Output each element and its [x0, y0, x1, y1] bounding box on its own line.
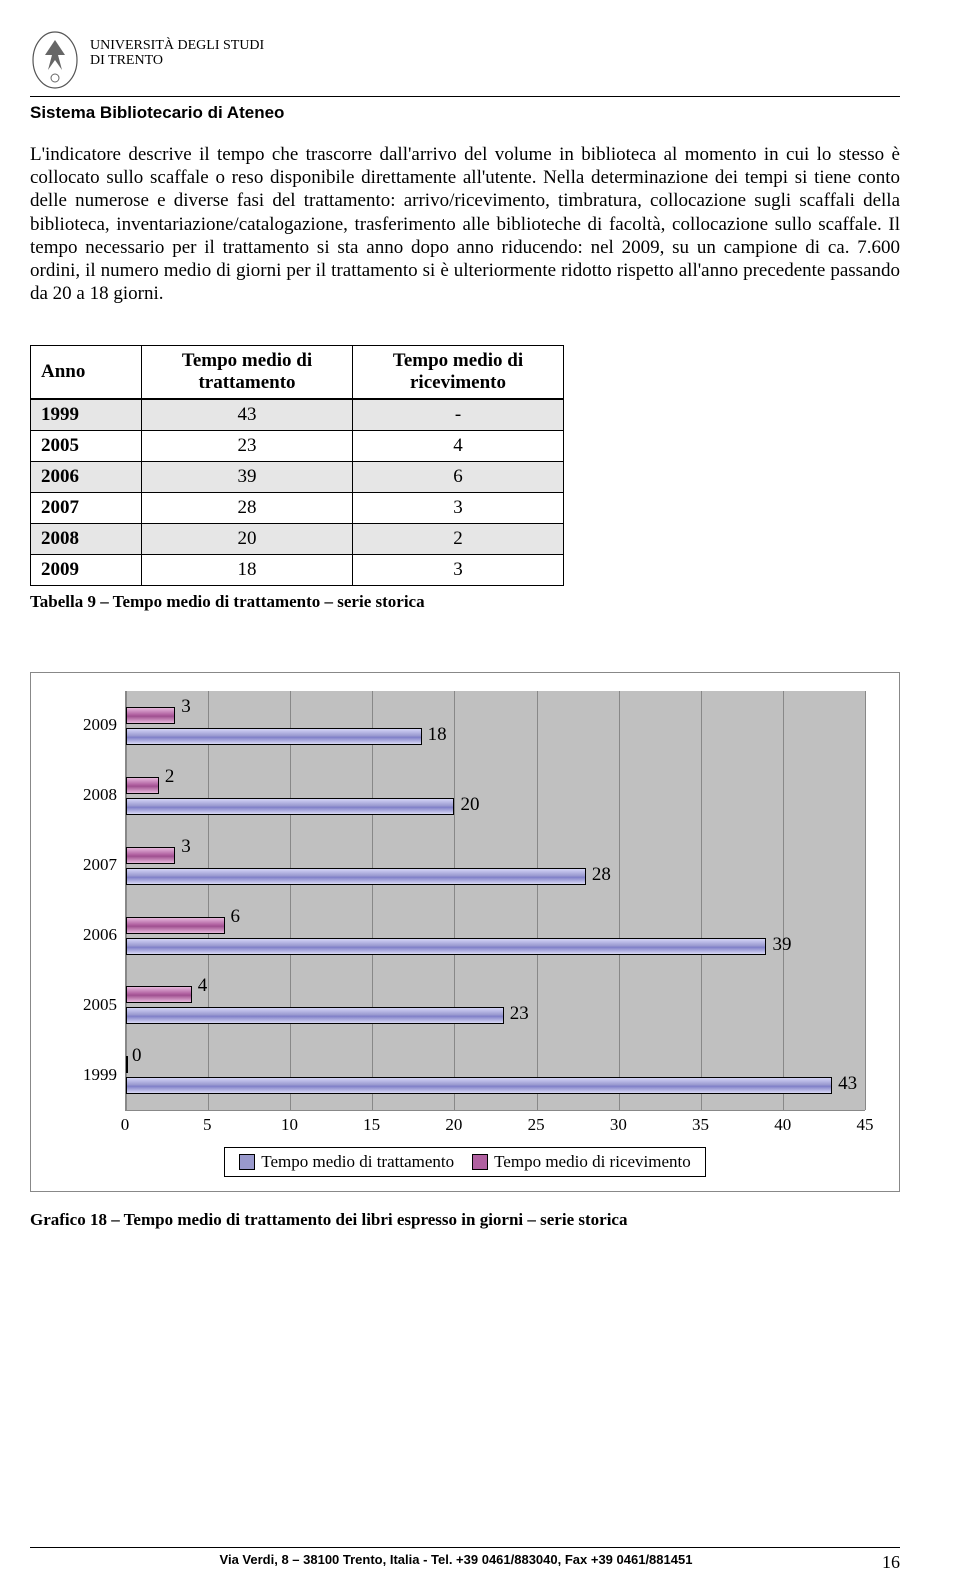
chart-x-tick: 20: [445, 1115, 462, 1135]
chart-bar-label: 6: [231, 906, 241, 928]
table-cell-ricevimento: 6: [353, 462, 564, 493]
university-name-line2: di Trento: [90, 53, 264, 68]
chart-bar-label: 43: [838, 1073, 857, 1095]
page-footer: Via Verdi, 8 – 38100 Trento, Italia - Te…: [30, 1539, 900, 1573]
chart-bar-label: 2: [165, 766, 175, 788]
table-row: 2005234: [31, 431, 564, 462]
legend-swatch-ricevimento: [472, 1154, 488, 1170]
chart-plot-area: 3 18 2 20 3 28 6 39 4 23 0 43: [125, 691, 865, 1111]
legend-item-ricevimento: Tempo medio di ricevimento: [472, 1152, 691, 1172]
table-row: 2008202: [31, 524, 564, 555]
chart-x-tick: 15: [363, 1115, 380, 1135]
chart-bar-ricevimento: [126, 1056, 128, 1073]
table-cell-ricevimento: 3: [353, 493, 564, 524]
chart-bar-ricevimento: [126, 847, 175, 864]
table-cell-trattamento: 18: [142, 555, 353, 586]
table-cell-year: 2005: [31, 431, 142, 462]
chart-bar-trattamento: [126, 798, 454, 815]
university-name-line1: Università degli Studi: [90, 38, 264, 53]
table-header-trattamento: Tempo medio di trattamento: [142, 346, 353, 400]
chart-x-tick: 5: [203, 1115, 212, 1135]
chart-container: 200920082007200620051999 3 18 2 20 3 28 6 39 4 23…: [30, 672, 900, 1192]
chart-bar-trattamento: [126, 938, 766, 955]
table-cell-trattamento: 39: [142, 462, 353, 493]
table-cell-year: 2006: [31, 462, 142, 493]
legend-item-trattamento: Tempo medio di trattamento: [239, 1152, 454, 1172]
chart-bar-label: 28: [592, 864, 611, 886]
chart-bar-ricevimento: [126, 986, 192, 1003]
chart-bar-trattamento: [126, 868, 586, 885]
chart-x-tick: 40: [774, 1115, 791, 1135]
university-logo: [30, 30, 80, 90]
chart-x-tick: 0: [121, 1115, 130, 1135]
table-cell-year: 2008: [31, 524, 142, 555]
table-cell-year: 2009: [31, 555, 142, 586]
table-cell-year: 1999: [31, 399, 142, 431]
table-cell-trattamento: 43: [142, 399, 353, 431]
legend-label-trattamento: Tempo medio di trattamento: [261, 1152, 454, 1172]
table-row: 2007283: [31, 493, 564, 524]
chart-bar-label: 18: [428, 724, 447, 746]
table-cell-trattamento: 20: [142, 524, 353, 555]
table-row: 2006396: [31, 462, 564, 493]
page-header: Università degli Studi di Trento: [30, 30, 900, 90]
chart-x-tick: 10: [281, 1115, 298, 1135]
chart-bar-trattamento: [126, 1007, 504, 1024]
chart-legend: Tempo medio di trattamento Tempo medio d…: [224, 1147, 705, 1177]
chart-x-axis: 051015202530354045: [125, 1111, 865, 1137]
chart-bar-label: 3: [181, 836, 191, 858]
chart-bar-label: 3: [181, 696, 191, 718]
chart-x-tick: 35: [692, 1115, 709, 1135]
table-cell-ricevimento: 2: [353, 524, 564, 555]
page-number: 16: [882, 1552, 900, 1573]
chart-bar-label: 0: [132, 1045, 142, 1067]
chart-bar-label: 39: [772, 934, 791, 956]
chart-x-tick: 45: [857, 1115, 874, 1135]
table-row: 2009183: [31, 555, 564, 586]
table-cell-ricevimento: -: [353, 399, 564, 431]
table-cell-trattamento: 23: [142, 431, 353, 462]
body-paragraph: L'indicatore descrive il tempo che trasc…: [30, 143, 900, 305]
table-cell-year: 2007: [31, 493, 142, 524]
table-cell-trattamento: 28: [142, 493, 353, 524]
table-cell-ricevimento: 4: [353, 431, 564, 462]
chart-bar-ricevimento: [126, 917, 225, 934]
system-title: Sistema Bibliotecario di Ateneo: [30, 103, 900, 123]
table-header-anno: Anno: [31, 346, 142, 400]
chart-bar-label: 23: [510, 1003, 529, 1025]
chart-bar-label: 20: [460, 794, 479, 816]
legend-swatch-trattamento: [239, 1154, 255, 1170]
table-header-ricevimento: Tempo medio di ricevimento: [353, 346, 564, 400]
chart-bar-trattamento: [126, 1077, 832, 1094]
chart-x-tick: 25: [528, 1115, 545, 1135]
data-table: Anno Tempo medio di trattamento Tempo me…: [30, 345, 564, 586]
chart-caption: Grafico 18 – Tempo medio di trattamento …: [30, 1210, 900, 1230]
table-cell-ricevimento: 3: [353, 555, 564, 586]
chart-bar-ricevimento: [126, 777, 159, 794]
header-divider: [30, 96, 900, 97]
chart-x-tick: 30: [610, 1115, 627, 1135]
chart-bar-trattamento: [126, 728, 422, 745]
chart-y-axis: 200920082007200620051999: [65, 691, 125, 1111]
table-row: 199943-: [31, 399, 564, 431]
university-name: Università degli Studi di Trento: [90, 30, 264, 69]
chart-bar-ricevimento: [126, 707, 175, 724]
table-caption: Tabella 9 – Tempo medio di trattamento –…: [30, 592, 900, 612]
footer-address: Via Verdi, 8 – 38100 Trento, Italia - Te…: [220, 1552, 693, 1573]
chart-bar-label: 4: [198, 975, 208, 997]
legend-label-ricevimento: Tempo medio di ricevimento: [494, 1152, 691, 1172]
